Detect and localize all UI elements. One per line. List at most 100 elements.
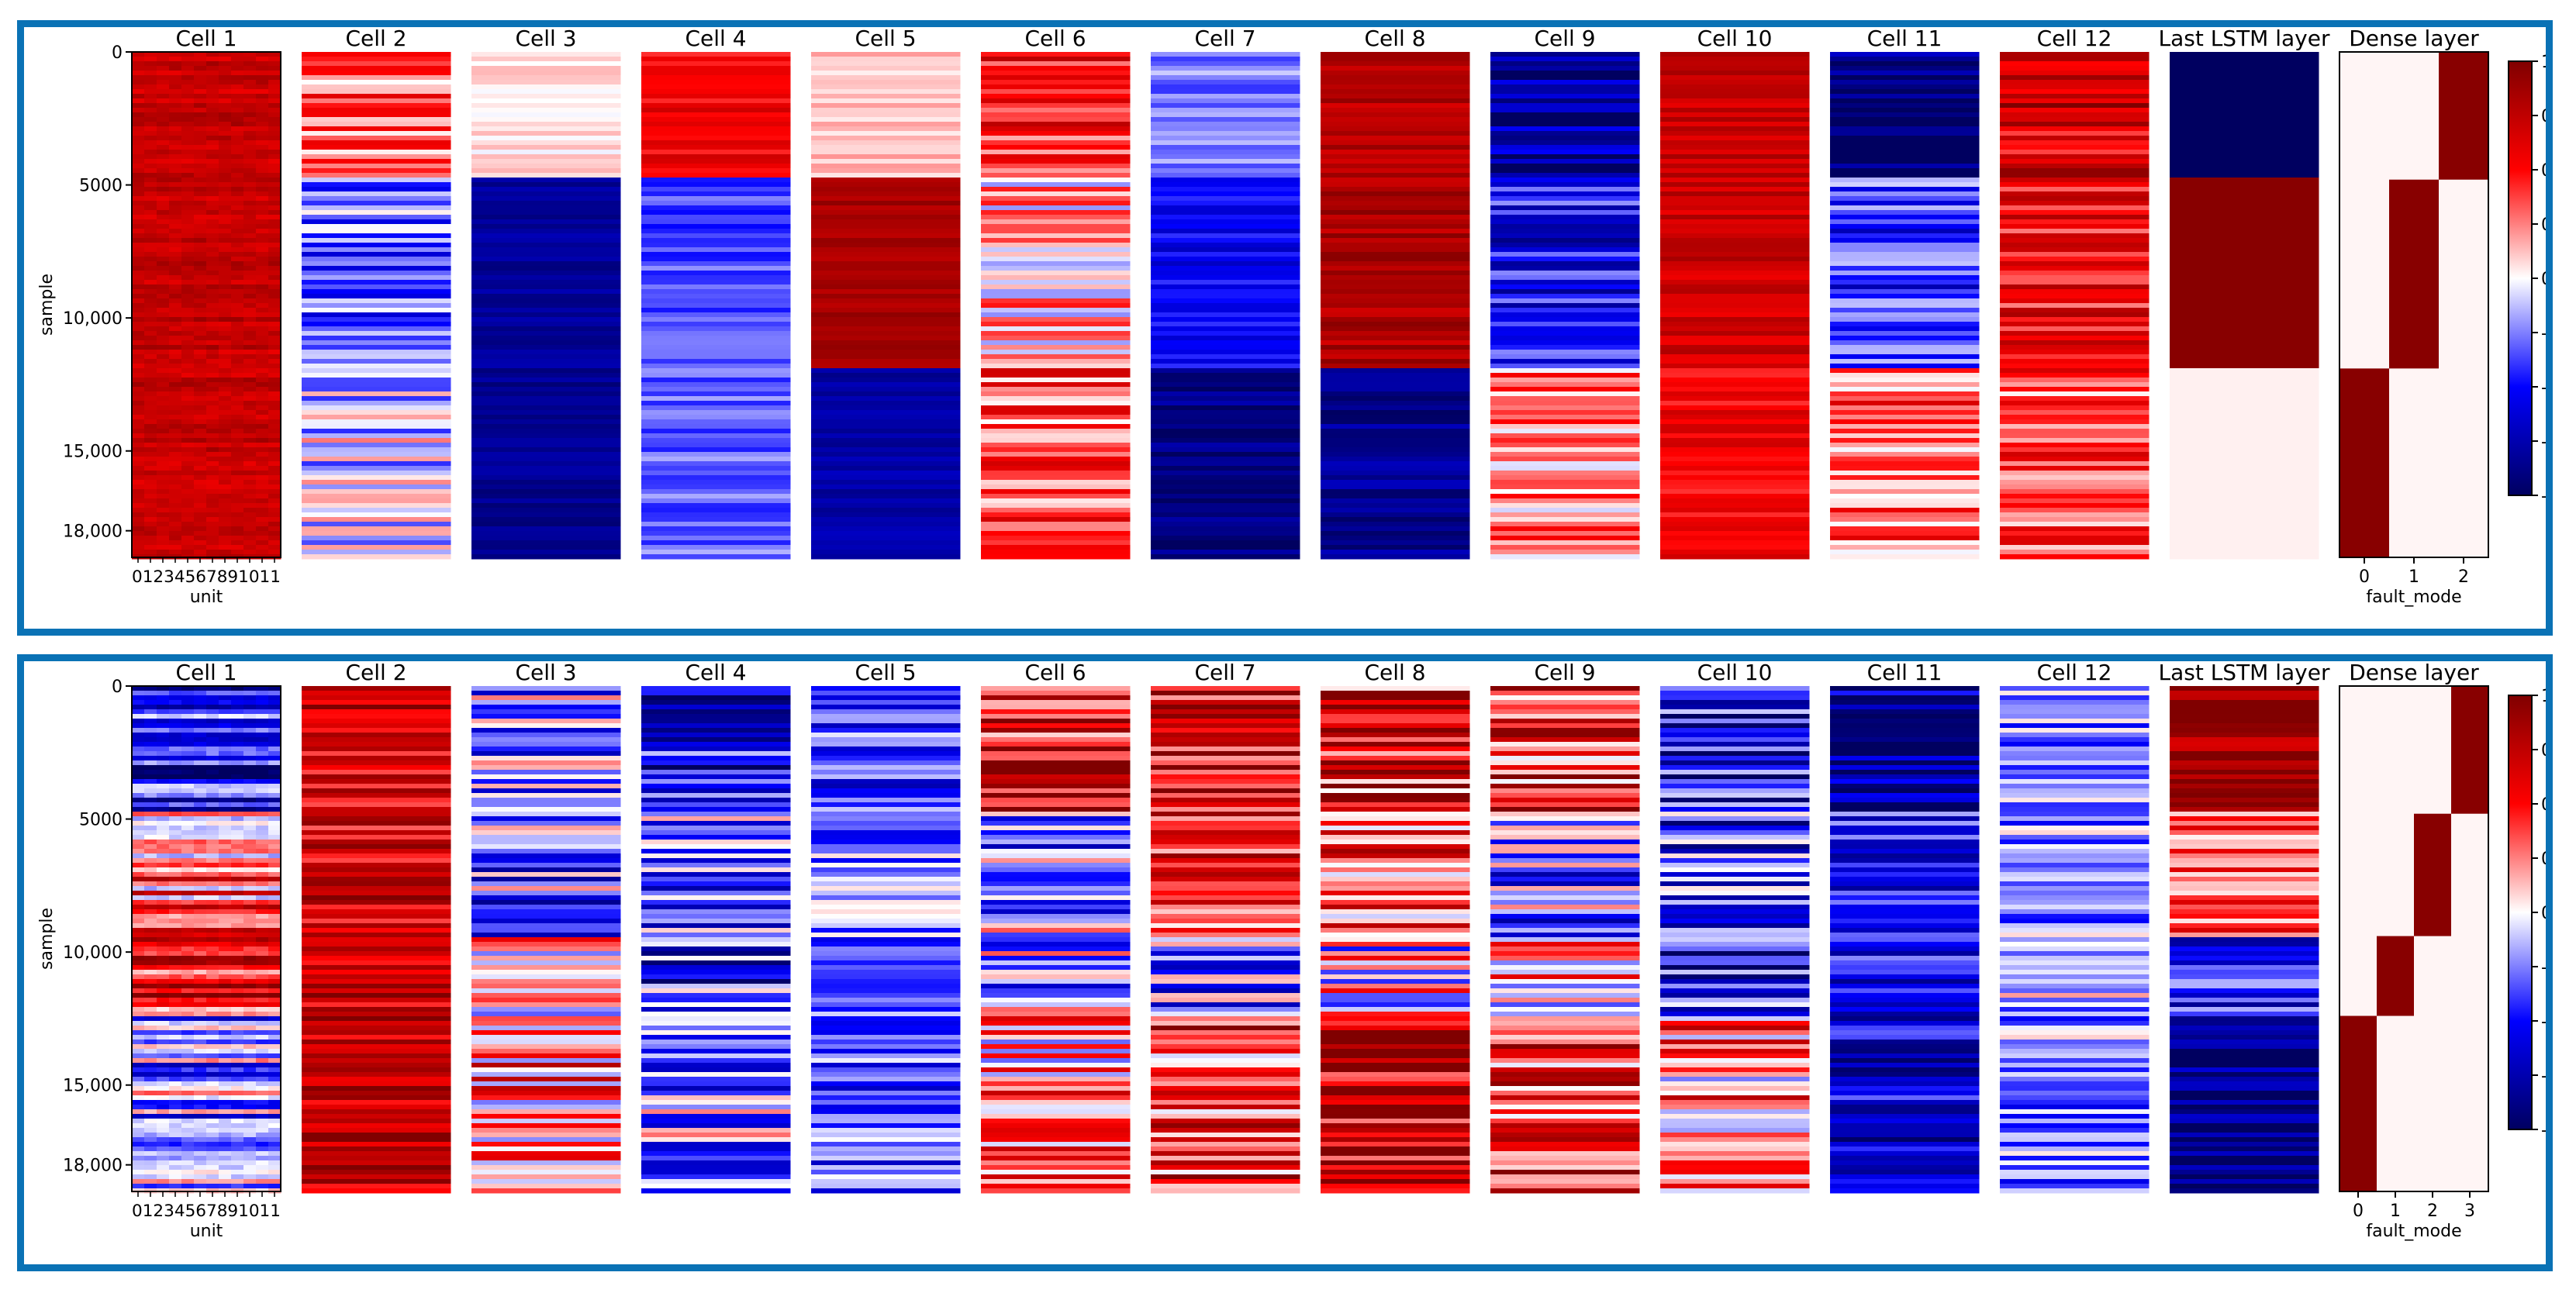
heatmap-row <box>981 844 1131 850</box>
heatmap-row <box>471 191 621 197</box>
heatmap-panel: Cell 9 <box>1490 27 1640 560</box>
heatmap-row <box>471 1105 621 1110</box>
heatmap-row <box>144 946 157 952</box>
heatmap-row <box>132 322 145 327</box>
heatmap-row <box>181 317 195 322</box>
heatmap-row <box>256 257 269 262</box>
heatmap-row <box>256 336 269 341</box>
x-tick-label: 0 <box>2359 567 2370 587</box>
heatmap-row <box>981 275 1131 281</box>
heatmap-row <box>811 742 961 747</box>
heatmap-row <box>206 1058 219 1064</box>
heatmap-row <box>132 979 145 984</box>
heatmap-row <box>206 229 219 234</box>
heatmap-row <box>181 117 195 122</box>
heatmap-row <box>268 382 281 388</box>
heatmap-row <box>169 979 182 984</box>
heatmap-row <box>302 900 451 905</box>
heatmap-row <box>219 1174 232 1180</box>
heatmap-row <box>132 378 145 383</box>
heatmap-row <box>181 793 195 798</box>
heatmap-row <box>157 965 170 971</box>
heatmap-row <box>1321 951 1470 957</box>
heatmap-row <box>194 224 207 229</box>
heatmap-row <box>471 289 621 295</box>
heatmap-row <box>243 312 257 318</box>
heatmap-row <box>268 1058 281 1064</box>
heatmap-row <box>194 526 207 532</box>
heatmap-row <box>144 150 157 155</box>
heatmap-row <box>1830 284 1980 290</box>
heatmap-row <box>641 793 791 798</box>
heatmap-row <box>243 201 257 206</box>
heatmap-row <box>194 243 207 248</box>
heatmap-row <box>157 1170 170 1175</box>
heatmap-row <box>206 695 219 701</box>
heatmap-row <box>157 112 170 118</box>
heatmap-row <box>811 154 961 160</box>
heatmap-row <box>169 840 182 845</box>
heatmap-row <box>2000 205 2150 211</box>
heatmap-row <box>157 900 170 905</box>
heatmap-row <box>641 275 791 281</box>
heatmap-row <box>231 298 244 304</box>
heatmap-row <box>471 187 621 192</box>
heatmap-row <box>169 867 182 873</box>
heatmap-row <box>1490 733 1640 738</box>
heatmap-row <box>206 196 219 202</box>
heatmap-row <box>1321 131 1470 136</box>
heatmap-row <box>1321 784 1470 789</box>
heatmap-row <box>219 900 232 905</box>
heatmap-row <box>1830 280 1980 285</box>
heatmap-row <box>981 475 1131 481</box>
heatmap-row <box>181 261 195 267</box>
heatmap-row <box>206 410 219 415</box>
heatmap-row <box>471 993 621 998</box>
heatmap-row <box>1321 66 1470 71</box>
heatmap-row <box>1830 401 1980 406</box>
heatmap-row <box>1151 1077 1300 1082</box>
heatmap-row <box>243 224 257 229</box>
heatmap-row <box>1830 396 1980 402</box>
heatmap-row <box>641 933 791 938</box>
heatmap-row <box>641 415 791 420</box>
heatmap-row <box>256 52 269 57</box>
heatmap-row <box>243 545 257 550</box>
heatmap-row <box>641 66 791 71</box>
heatmap-row <box>231 154 244 160</box>
heatmap-row <box>206 531 219 536</box>
heatmap-row <box>231 1002 244 1008</box>
heatmap-row <box>219 187 232 192</box>
heatmap-row <box>1660 531 1810 536</box>
heatmap-row <box>268 443 281 448</box>
heatmap-row <box>157 201 170 206</box>
heatmap-row <box>1490 1128 1640 1133</box>
heatmap-row <box>1490 331 1640 336</box>
heatmap-row <box>256 187 269 192</box>
heatmap-row <box>981 942 1131 947</box>
heatmap-row <box>811 219 961 225</box>
heatmap-row <box>219 178 232 183</box>
heatmap-row <box>981 802 1131 808</box>
heatmap-row <box>811 923 961 929</box>
heatmap-row <box>206 205 219 211</box>
heatmap-row <box>157 443 170 448</box>
heatmap-row <box>256 770 269 775</box>
heatmap-row <box>1151 350 1300 355</box>
y-axis-label: sample <box>37 274 57 336</box>
heatmap-row <box>231 844 244 850</box>
heatmap-row <box>2170 187 2319 192</box>
heatmap-row <box>811 951 961 957</box>
heatmap-row <box>132 103 145 109</box>
heatmap-row <box>256 391 269 397</box>
heatmap-row <box>302 853 451 859</box>
heatmap-row <box>2000 145 2150 150</box>
heatmap-row <box>132 1146 145 1152</box>
heatmap-row <box>194 480 207 485</box>
heatmap-row <box>243 881 257 887</box>
heatmap-row <box>256 993 269 998</box>
heatmap-row <box>243 960 257 966</box>
heatmap-row <box>219 1114 232 1119</box>
colorbar-tick-label: 0.75 <box>2541 107 2546 126</box>
heatmap-row <box>1660 746 1810 752</box>
